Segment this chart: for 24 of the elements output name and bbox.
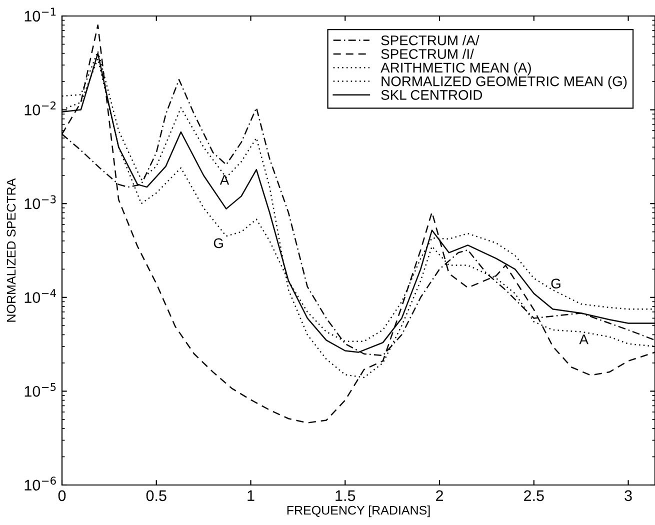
legend-label: SPECTRUM /I/ [381, 48, 474, 59]
y-tick-label: 10$^{−2}$ [24, 101, 56, 116]
x-tick-label: 0 [58, 490, 66, 502]
x-tick-label: 0.5 [146, 490, 166, 502]
legend-label: ARITHMETIC MEAN (A) [380, 62, 531, 76]
y-tick-label: 10$^{−4}$ [24, 289, 56, 303]
y-tick-label: 10$^{−6}$ [24, 476, 56, 491]
annotation: G [214, 238, 223, 248]
x-tick-label: 1 [248, 490, 254, 501]
legend-label: NORMALIZED GEOMETRIC MEAN (G) [382, 76, 627, 89]
legend-label: SKL CENTROID [381, 90, 482, 100]
x-tick-label: 2 [436, 490, 443, 501]
x-tick-label: 3 [624, 490, 632, 502]
annotation: A [579, 334, 588, 344]
y-tick-label: 10$^{−1}$ [24, 8, 56, 22]
legend-label: SPECTRUM /A/ [381, 35, 480, 46]
y-tick-label: 10$^{−3}$ [24, 195, 56, 210]
y-axis-title: NORMALIZED SPECTRA [6, 178, 16, 322]
x-axis-title: FREQUENCY [RADIANS] [287, 505, 430, 518]
y-tick-label: 10$^{−5}$ [24, 382, 56, 397]
x-tick-label: 2.5 [524, 490, 544, 502]
annotation: G [551, 278, 560, 288]
x-tick-label: 1.5 [336, 490, 356, 502]
annotation: A [220, 175, 230, 185]
